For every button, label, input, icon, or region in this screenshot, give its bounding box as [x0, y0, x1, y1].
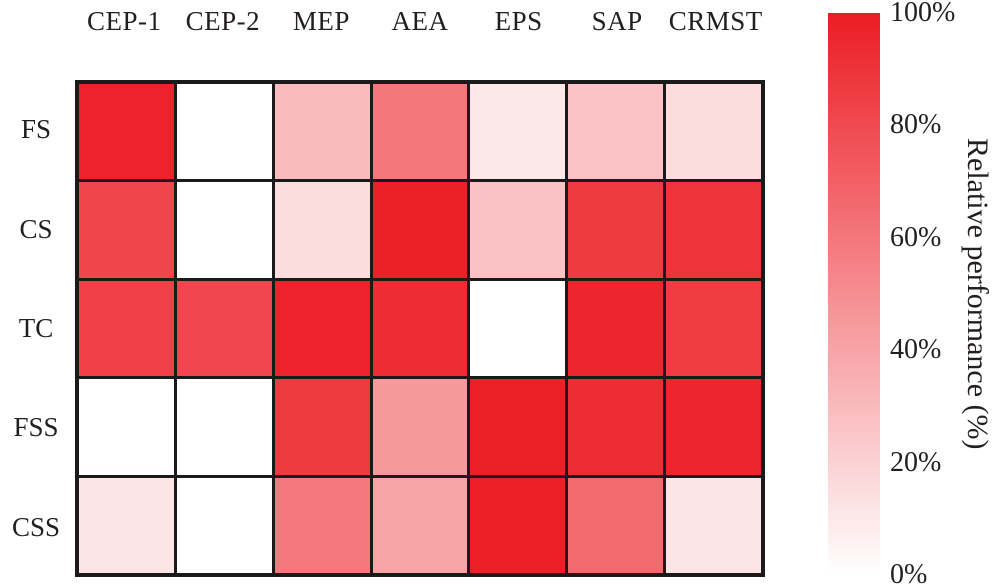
- row-label: TC: [18, 313, 54, 344]
- column-header: MEP: [292, 5, 350, 36]
- heatmap-cell: [470, 280, 566, 377]
- heatmap-cell: [568, 280, 664, 377]
- heatmap-cell: [79, 280, 174, 377]
- heatmap-cell: [176, 182, 272, 278]
- heatmap-cell: [666, 84, 761, 180]
- column-header: CRMST: [668, 5, 763, 36]
- colorbar-tick-label: 40%: [890, 334, 942, 366]
- colorbar-axis-label: Relative performance (%): [961, 138, 994, 450]
- heatmap-cell: [568, 84, 664, 180]
- heatmap-cell: [372, 379, 468, 475]
- heatmap-cell: [372, 280, 468, 377]
- colorbar-tick-label: 100%: [890, 0, 956, 28]
- heatmap-cell: [274, 379, 370, 475]
- heatmap-cell: [568, 379, 664, 475]
- heatmap-cell: [274, 182, 370, 278]
- heatmap-cell: [176, 280, 272, 377]
- heatmap-cell: [176, 84, 272, 180]
- colorbar-ticks: 100% 80% 60% 40% 20% 0%: [890, 0, 980, 587]
- colorbar-tick-label: 20%: [890, 446, 942, 478]
- heatmap-cell: [176, 379, 272, 475]
- heatmap-cell: [666, 477, 761, 573]
- heatmap-cell: [274, 477, 370, 573]
- heatmap-cell: [274, 280, 370, 377]
- heatmap-cell: [666, 182, 761, 278]
- heatmap-cell: [79, 84, 174, 180]
- colorbar-tick-label: 60%: [890, 221, 942, 253]
- heatmap-cell: [176, 477, 272, 573]
- colorbar-tick-label: 0%: [890, 559, 928, 587]
- column-header: CEP-1: [87, 5, 162, 36]
- colorbar-tick-label: 80%: [890, 109, 942, 141]
- row-label: CS: [19, 213, 53, 244]
- heatmap-cell: [372, 477, 468, 573]
- heatmap-cell: [666, 280, 761, 377]
- column-header: SAP: [591, 5, 643, 36]
- heatmap-cell: [79, 477, 174, 573]
- heatmap-cell: [470, 84, 566, 180]
- column-header: AEA: [391, 5, 449, 36]
- heatmap-cell: [470, 379, 566, 475]
- colorbar-gradient: [828, 13, 880, 575]
- heatmap-cell: [568, 477, 664, 573]
- heatmap-cell: [274, 84, 370, 180]
- heatmap-grid: [75, 80, 765, 577]
- row-labels: FS CS TC FSS CSS: [0, 80, 72, 577]
- heatmap-cell: [372, 182, 468, 278]
- row-label: FSS: [13, 412, 59, 443]
- heatmap-cell: [666, 379, 761, 475]
- column-header: CEP-2: [185, 5, 261, 36]
- heatmap-cell: [568, 182, 664, 278]
- heatmap-cell: [372, 84, 468, 180]
- heatmap-cell: [79, 379, 174, 475]
- row-label: FS: [20, 114, 52, 145]
- column-header: EPS: [494, 5, 543, 36]
- heatmap-cell: [470, 477, 566, 573]
- column-headers: CEP-1 CEP-2 MEP AEA EPS SAP CRMST: [75, 2, 765, 40]
- heatmap-cell: [470, 182, 566, 278]
- row-label: CSS: [11, 511, 61, 542]
- heatmap-cell: [79, 182, 174, 278]
